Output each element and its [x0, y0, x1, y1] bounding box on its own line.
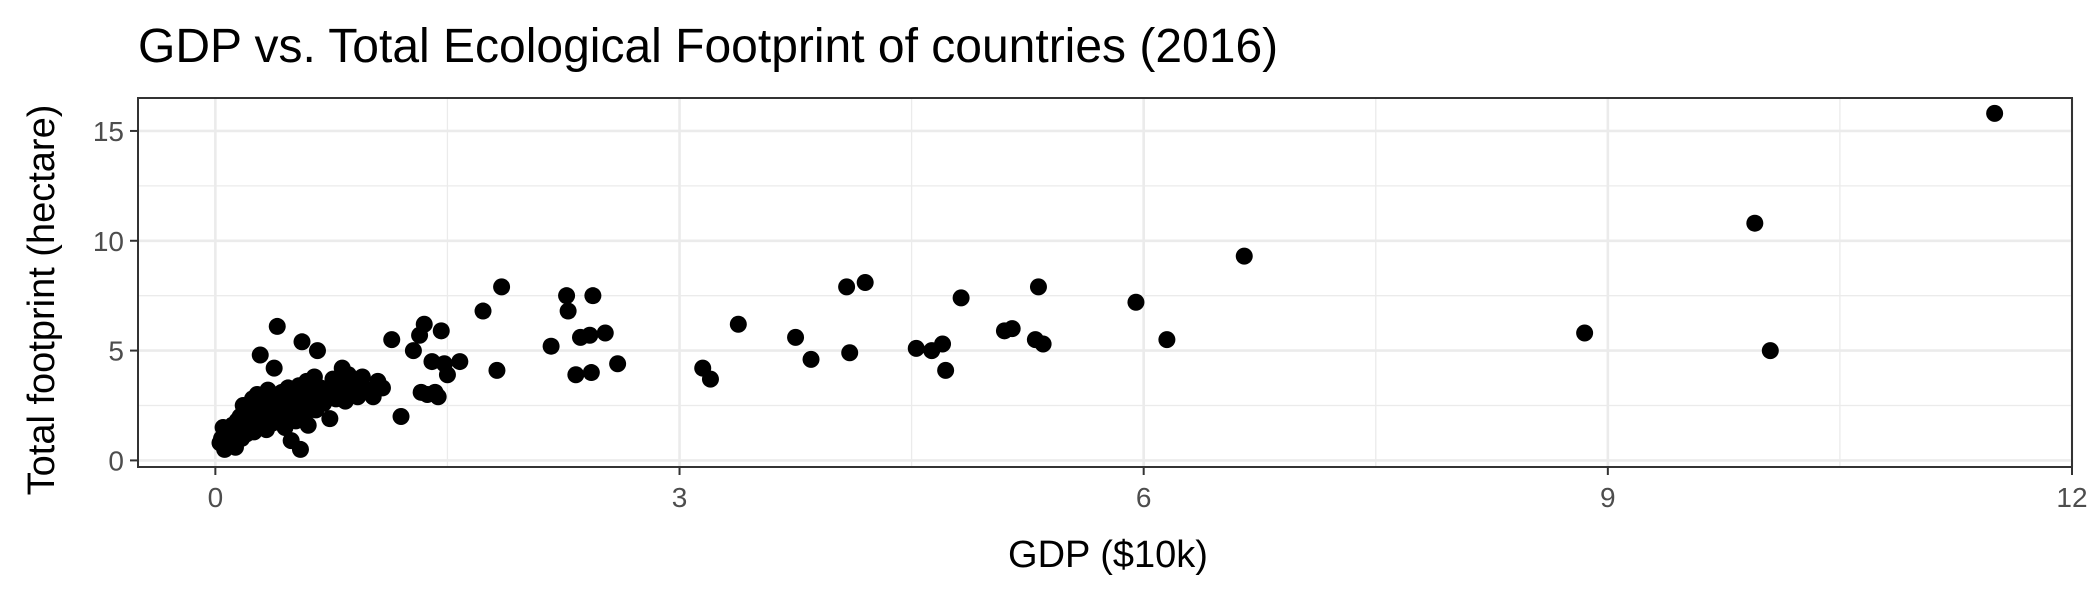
y-tick-label: 15 [93, 116, 124, 147]
data-point [856, 274, 874, 291]
data-point [373, 379, 391, 397]
data-point [596, 324, 614, 342]
data-point [802, 350, 820, 368]
data-point [321, 410, 339, 428]
data-point [291, 440, 309, 458]
data-point [353, 368, 371, 386]
data-point [1158, 331, 1176, 349]
y-tick-label: 0 [108, 445, 124, 476]
x-tick-label: 6 [1136, 482, 1152, 513]
data-point [474, 302, 492, 320]
data-point [937, 361, 955, 379]
plot-area: 0 3 6 9 12 0 5 10 15 [93, 97, 2088, 513]
y-tick-label: 10 [93, 226, 124, 257]
data-point [404, 342, 422, 360]
data-point [952, 289, 970, 307]
data-point [701, 370, 719, 388]
data-point [265, 359, 283, 377]
x-axis-title: GDP ($10k) [1008, 534, 1208, 576]
y-tick-label: 5 [108, 336, 124, 367]
chart-title: GDP vs. Total Ecological Footprint of co… [138, 20, 1278, 73]
data-point [1003, 320, 1021, 338]
data-point [432, 322, 450, 340]
data-point [383, 331, 401, 349]
data-point [582, 364, 600, 382]
data-point [934, 335, 952, 353]
data-point [299, 416, 317, 434]
data-point [488, 361, 506, 379]
plot-border [137, 97, 2073, 468]
data-point [559, 302, 577, 320]
data-point [251, 346, 269, 364]
data-point [542, 337, 560, 355]
data-point [1761, 342, 1779, 360]
data-point [1746, 214, 1764, 232]
data-point [438, 366, 456, 384]
data-point [1235, 247, 1253, 265]
data-point [907, 339, 925, 357]
data-point [1029, 278, 1047, 296]
data-point [1034, 335, 1052, 353]
x-tick-label: 9 [1600, 482, 1616, 513]
data-point [493, 278, 511, 296]
data-point [581, 326, 599, 344]
data-point [451, 353, 469, 371]
data-point [567, 366, 585, 384]
data-point [268, 317, 286, 335]
x-tick-label: 3 [672, 482, 688, 513]
data-point [838, 278, 856, 296]
data-point [1127, 293, 1145, 311]
data-point [415, 315, 433, 333]
x-tick-label: 12 [2056, 482, 2087, 513]
data-point [392, 407, 410, 425]
data-point [1986, 104, 2004, 122]
data-point [841, 344, 859, 362]
data-point [1576, 324, 1594, 342]
data-point [584, 287, 602, 305]
y-axis-title: Total footprint (hectare) [21, 105, 63, 496]
data-point [787, 328, 805, 346]
x-tick-label: 0 [208, 482, 224, 513]
data-point [558, 287, 576, 305]
data-point [609, 355, 627, 373]
data-point [293, 333, 311, 351]
data-point [429, 388, 447, 406]
data-point [308, 342, 326, 360]
data-point [729, 315, 747, 333]
